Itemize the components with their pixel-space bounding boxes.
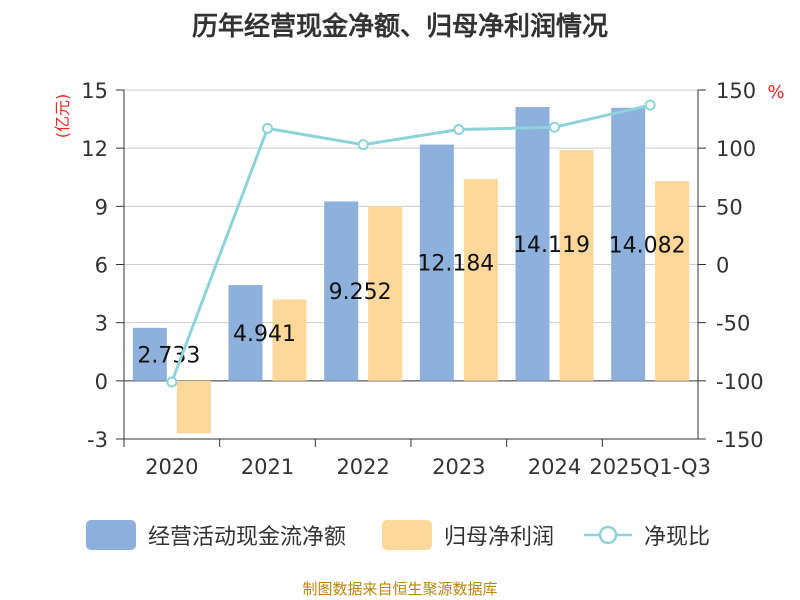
source-note: 制图数据来自恒生聚源数据库 [302, 580, 498, 598]
legend-label-ratio: 净现比 [644, 525, 711, 550]
cash-bar [515, 107, 550, 381]
profit-bar [272, 299, 307, 381]
cash-bar [419, 144, 454, 381]
left-axis-unit-label: (亿元) [53, 94, 72, 139]
left-axis-tick-label: 6 [95, 254, 108, 278]
legend-swatch-cash [86, 520, 136, 550]
legend-label-profit: 归母净利润 [444, 525, 555, 550]
x-axis-tick-label: 2021 [241, 455, 294, 479]
chart-title: 历年经营现金净额、归母净利润情况 [191, 12, 608, 42]
ratio-line [170, 103, 651, 383]
x-axis-tick-label: 2024 [528, 455, 581, 479]
left-axis-tick-label: -3 [87, 428, 108, 452]
right-axis-tick-label: -100 [716, 370, 764, 394]
left-axis-tick-label: 9 [95, 195, 108, 219]
x-axis-tick-label: 2022 [336, 455, 389, 479]
cash-bar-data-label: 14.082 [609, 233, 686, 258]
cash-bar-data-label: 4.941 [233, 322, 296, 347]
legend-label-cash: 经营活动现金流净额 [148, 525, 347, 550]
cash-bar-data-label: 14.119 [513, 233, 590, 258]
cash-bar-data-label: 12.184 [417, 252, 494, 277]
ratio-point [357, 139, 369, 151]
profit-bar [368, 206, 403, 381]
legend-swatch-ratio [584, 525, 632, 545]
cash-bar [611, 107, 646, 381]
right-axis-tick-label: 0 [716, 254, 729, 278]
legend-swatch-profit [382, 520, 432, 550]
ratio-point [644, 99, 656, 111]
profit-bar [463, 179, 498, 381]
x-axis-tick-label: 2025Q1-Q3 [589, 455, 711, 479]
ratio-point [166, 376, 178, 388]
x-axis-tick-label: 2023 [432, 455, 485, 479]
left-axis-tick-label: 15 [81, 79, 108, 103]
ratio-point [549, 121, 560, 133]
profit-bar [559, 150, 594, 381]
cash-bar [228, 285, 263, 381]
right-axis-tick-label: 150 [716, 79, 756, 103]
left-axis-tick-label: 3 [95, 312, 108, 336]
ratio-point [262, 122, 273, 134]
legend-item-ratio[interactable]: 净现比 [582, 518, 710, 552]
left-axis-tick-label: 0 [95, 370, 108, 394]
profit-bar [176, 380, 211, 434]
x-axis-tick-label: 2020 [145, 455, 198, 479]
right-axis-tick-label: 100 [716, 137, 756, 161]
right-axis-tick-label: -150 [716, 428, 764, 452]
right-axis-tick-label: -50 [716, 312, 750, 336]
cash-bar [324, 201, 359, 381]
ratio-point [453, 124, 465, 136]
profit-bar [655, 181, 690, 381]
right-axis-tick-label: 50 [716, 195, 743, 219]
right-axis-unit-label: % [767, 82, 784, 103]
legend-item-cash[interactable]: 经营活动现金流净额 [86, 518, 346, 552]
legend-item-profit[interactable]: 归母净利润 [382, 518, 554, 552]
left-axis-tick-label: 12 [81, 137, 108, 161]
cash-bar [132, 327, 167, 381]
cash-bar-data-label: 2.733 [137, 343, 200, 368]
cash-bar-data-label: 9.252 [329, 280, 392, 305]
